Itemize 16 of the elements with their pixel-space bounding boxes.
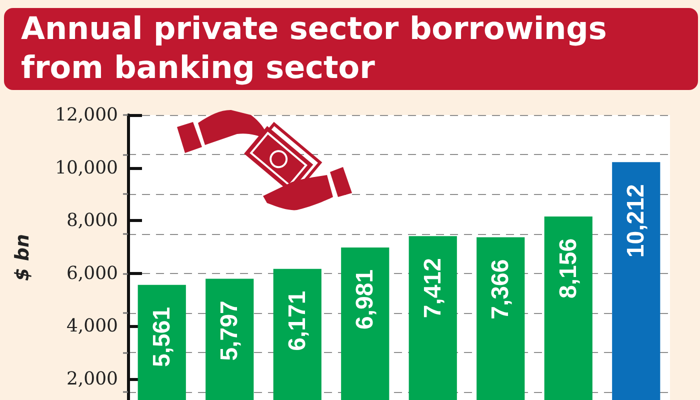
- y-tick-label: 4,000: [66, 316, 118, 337]
- data-label: 6,981: [352, 269, 379, 330]
- data-label: 5,561: [148, 306, 176, 367]
- chart-title: Annual private sector borrowings from banking sector: [21, 10, 608, 88]
- data-label: 7,412: [419, 258, 446, 318]
- y-axis-title: $ bn: [12, 234, 34, 281]
- y-tick-label: 10,000: [55, 157, 118, 178]
- y-tick-label: 2,000: [66, 368, 118, 390]
- y-tick-label: 12,000: [55, 104, 118, 126]
- y-tick-label: 8,000: [66, 210, 118, 232]
- data-label: 8,156: [554, 238, 582, 298]
- data-label: 7,366: [487, 259, 514, 320]
- y-tick-label: 6,000: [66, 262, 118, 284]
- data-label: 5,797: [216, 300, 244, 361]
- data-label: 10,212: [622, 184, 650, 258]
- data-label: 6,171: [284, 290, 311, 351]
